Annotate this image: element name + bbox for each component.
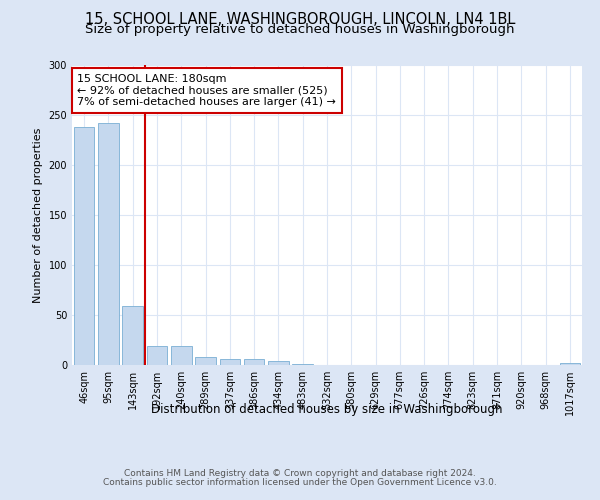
Text: Distribution of detached houses by size in Washingborough: Distribution of detached houses by size … xyxy=(151,402,503,415)
Bar xyxy=(220,359,240,365)
Bar xyxy=(195,357,216,365)
Bar xyxy=(146,346,167,365)
Bar xyxy=(244,359,265,365)
Bar xyxy=(74,127,94,365)
Bar xyxy=(560,363,580,365)
Bar xyxy=(171,346,191,365)
Text: 15, SCHOOL LANE, WASHINGBOROUGH, LINCOLN, LN4 1BL: 15, SCHOOL LANE, WASHINGBOROUGH, LINCOLN… xyxy=(85,12,515,28)
Bar xyxy=(122,306,143,365)
Bar xyxy=(268,361,289,365)
Bar xyxy=(292,364,313,365)
Text: Size of property relative to detached houses in Washingborough: Size of property relative to detached ho… xyxy=(85,22,515,36)
Bar xyxy=(98,123,119,365)
Text: 15 SCHOOL LANE: 180sqm
← 92% of detached houses are smaller (525)
7% of semi-det: 15 SCHOOL LANE: 180sqm ← 92% of detached… xyxy=(77,74,336,107)
Y-axis label: Number of detached properties: Number of detached properties xyxy=(33,128,43,302)
Text: Contains public sector information licensed under the Open Government Licence v3: Contains public sector information licen… xyxy=(103,478,497,487)
Text: Contains HM Land Registry data © Crown copyright and database right 2024.: Contains HM Land Registry data © Crown c… xyxy=(124,469,476,478)
